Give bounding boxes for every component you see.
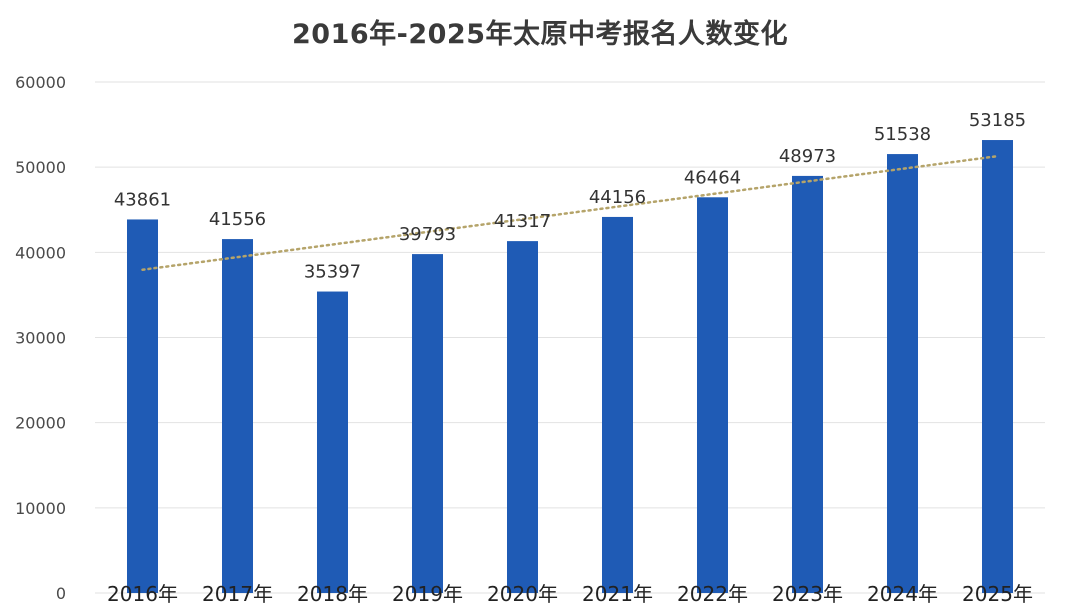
bar xyxy=(412,254,443,593)
bar xyxy=(222,239,253,593)
data-label: 51538 xyxy=(874,124,931,145)
x-axis-ticks: 2016年 2017年 2018年 2019年 2020年 2021年 2022年 2023年… xyxy=(107,582,1033,606)
y-tick-label: 30000 xyxy=(15,329,66,348)
data-label: 46464 xyxy=(684,167,741,188)
bar xyxy=(127,219,158,593)
bar xyxy=(887,154,918,593)
data-label: 44156 xyxy=(589,187,646,208)
x-tick-label: 2023年 xyxy=(772,582,843,606)
x-tick-label: 2020年 xyxy=(487,582,558,606)
y-tick-label: 0 xyxy=(56,584,66,603)
chart-title: 2016年-2025年太原中考报名人数变化 xyxy=(292,19,788,50)
bar xyxy=(602,216,633,594)
trendline-layer xyxy=(141,154,999,271)
gridlines xyxy=(95,81,1045,594)
bar xyxy=(317,291,348,593)
x-tick-label: 2016年 xyxy=(107,582,178,606)
y-tick-label: 10000 xyxy=(15,499,66,518)
data-label: 35397 xyxy=(304,262,361,283)
y-axis-ticks: 0 10000 20000 30000 40000 50000 60000 xyxy=(15,73,66,603)
data-label: 53185 xyxy=(969,110,1026,131)
bars xyxy=(127,140,1013,594)
x-tick-label: 2024年 xyxy=(867,582,938,606)
x-tick-label: 2025年 xyxy=(962,582,1033,606)
y-tick-label: 20000 xyxy=(15,414,66,433)
bar xyxy=(792,175,823,594)
data-label: 39793 xyxy=(399,224,456,245)
y-tick-label: 40000 xyxy=(15,243,66,262)
x-tick-label: 2018年 xyxy=(297,582,368,606)
x-tick-label: 2019年 xyxy=(392,582,463,606)
x-tick-label: 2021年 xyxy=(582,582,653,606)
y-tick-label: 60000 xyxy=(15,73,66,92)
data-label: 41317 xyxy=(494,211,551,232)
y-tick-label: 50000 xyxy=(15,158,66,177)
trendline xyxy=(141,154,999,271)
data-label: 43861 xyxy=(114,189,171,210)
data-labels: 43861 41556 35397 39793 41317 44156 46464 48973… xyxy=(114,110,1026,282)
bar xyxy=(982,140,1013,593)
bar xyxy=(507,241,538,593)
x-tick-label: 2022年 xyxy=(677,582,748,606)
data-label: 41556 xyxy=(209,209,266,230)
bar xyxy=(697,197,728,593)
x-tick-label: 2017年 xyxy=(202,582,273,606)
data-label: 48973 xyxy=(779,146,836,167)
